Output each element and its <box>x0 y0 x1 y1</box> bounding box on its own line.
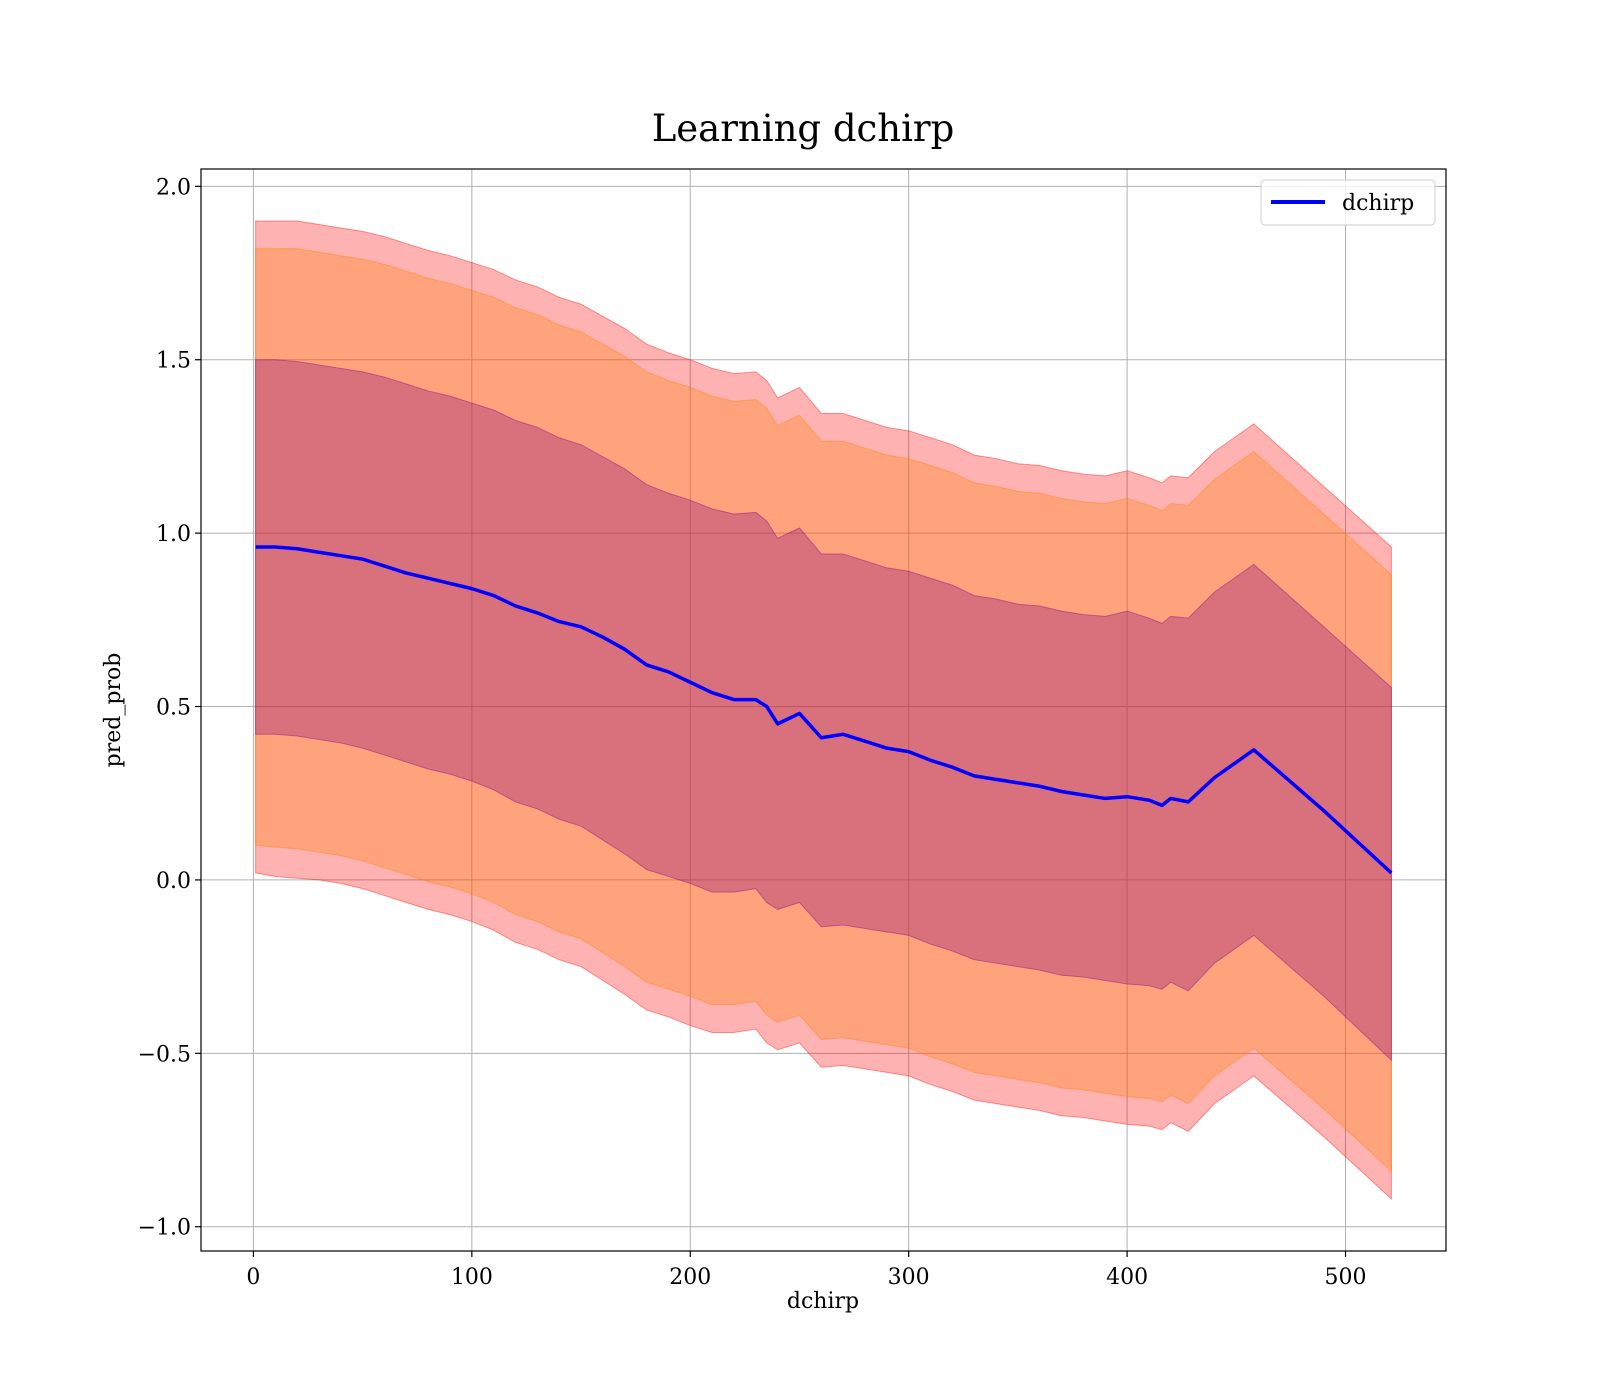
y-tick-label: 0.0 <box>156 869 191 894</box>
x-tick-label: 400 <box>1106 1265 1148 1290</box>
series-line-dchirp <box>255 545 1393 875</box>
band-outer <box>255 220 1392 1201</box>
chart-title: Learning dchirp <box>652 107 955 150</box>
x-tick-label: 200 <box>669 1265 711 1290</box>
legend-box <box>1260 179 1436 226</box>
plot-area <box>201 169 1446 1251</box>
y-tick-label: −0.5 <box>138 1042 191 1067</box>
x-tick-label: 500 <box>1325 1265 1367 1290</box>
x-axis: 0 100 200 300 400 500 <box>246 1251 1367 1290</box>
band-inner <box>255 359 1392 1062</box>
x-tick-label: 300 <box>888 1265 930 1290</box>
plot-frame <box>200 168 1447 1252</box>
band-middle <box>255 248 1392 1173</box>
legend: dchirp <box>1260 179 1436 226</box>
y-axis: −1.0 −0.5 0.0 0.5 1.0 1.5 2.0 <box>138 175 201 1241</box>
y-tick-label: 0.5 <box>156 696 191 721</box>
y-axis-label: pred_prob <box>101 653 126 768</box>
y-tick-label: −1.0 <box>138 1216 191 1241</box>
y-tick-label: 1.0 <box>156 522 191 547</box>
y-tick-label: 2.0 <box>156 175 191 200</box>
legend-label-dchirp: dchirp <box>1342 191 1414 216</box>
x-axis-label: dchirp <box>787 1289 859 1314</box>
y-tick-label: 1.5 <box>156 349 191 374</box>
x-tick-label: 100 <box>451 1265 493 1290</box>
x-tick-label: 0 <box>246 1265 260 1290</box>
